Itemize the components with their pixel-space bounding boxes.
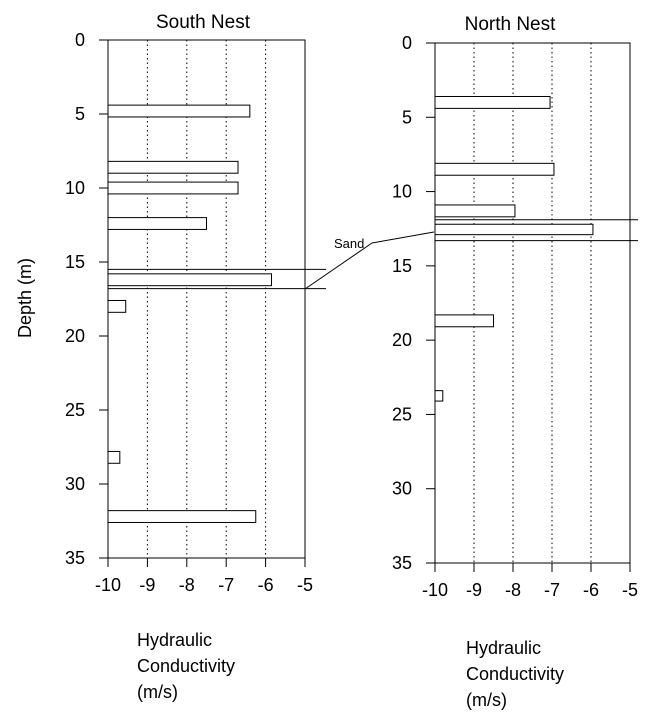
y-tick-label: 25 [392,404,412,424]
y-tick-label: 10 [392,182,412,202]
x-tick-label: -10 [95,575,121,595]
x-tick-label: -9 [466,580,482,600]
bar [107,160,239,174]
y-axis-label: Depth (m) [15,258,35,338]
y-tick-label: 15 [392,256,412,276]
x-tick-label: -7 [544,580,560,600]
x-axis-label: Hydraulic [466,638,541,658]
bar [107,273,273,287]
south-nest-panel: South Nest 0 5 10 15 20 25 30 35 -10 -9 -8 -7 -6 -5 Hyd… [15,12,326,702]
bar [434,204,516,218]
y-tick-label: 5 [402,107,412,127]
x-tick-label: -9 [139,575,155,595]
bar [434,95,551,109]
x-tick-label: -8 [179,575,195,595]
sand-label: Sand [334,236,364,251]
bar [107,510,257,523]
y-tick-label: 25 [65,400,85,420]
bar [434,314,494,328]
panel-title: South Nest [156,12,251,33]
y-tick-label: 10 [65,178,85,198]
bar [434,162,555,176]
panel-title: North Nest [465,14,557,35]
sand-annotation: Sand [304,231,435,290]
y-tick-label: 30 [65,474,85,494]
north-nest-panel: North Nest 0 5 10 15 20 25 30 35 -10 -9 -8 -7 -6 -5 Hyd… [392,14,638,710]
y-tick-label: 30 [392,479,412,499]
x-tick-label: -5 [622,580,638,600]
bar [107,104,251,118]
bar [107,181,239,195]
x-axis-label: Conductivity [137,656,235,676]
x-axis-label: (m/s) [137,682,178,702]
y-tick-label: 5 [75,104,85,124]
bar [434,223,594,236]
x-axis-label: Hydraulic [137,630,212,650]
y-tick-label: 0 [402,33,412,53]
x-tick-label: -6 [258,575,274,595]
y-tick-label: 20 [65,326,85,346]
y-tick-label: 35 [65,548,85,568]
sand-leader-line-north [371,231,435,244]
x-tick-label: -6 [583,580,599,600]
x-axis-label: Conductivity [466,664,564,684]
y-tick-label: 0 [75,30,85,50]
x-tick-label: -8 [505,580,521,600]
y-tick-label: 15 [65,252,85,272]
bar [107,217,207,230]
plot-frame [107,39,306,559]
bar [107,299,127,313]
plot-frame [434,42,631,564]
y-tick-label: 35 [392,553,412,573]
x-tick-label: -10 [422,580,448,600]
y-tick-label: 20 [392,330,412,350]
bar [107,450,121,464]
bar [434,390,444,402]
x-tick-label: -5 [297,575,313,595]
sand-leader-line-south [304,242,373,290]
x-axis-label: (m/s) [466,690,507,710]
x-tick-label: -7 [218,575,234,595]
